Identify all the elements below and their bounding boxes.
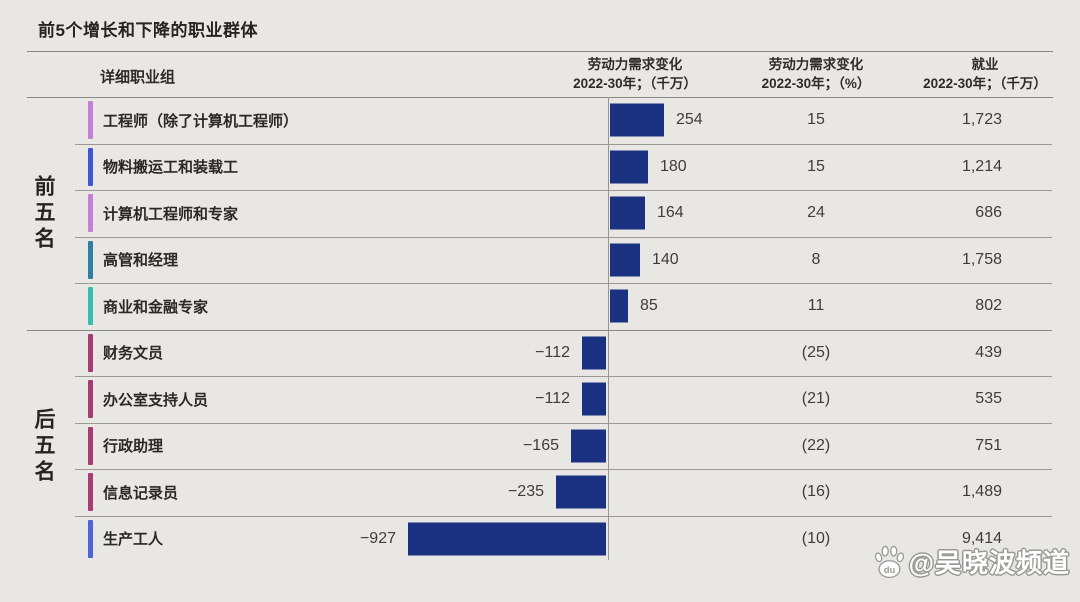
- percent-value: (25): [801, 343, 831, 361]
- employment-value: 535: [975, 390, 1002, 408]
- change-bar: [582, 336, 606, 370]
- change-bar: [610, 289, 628, 323]
- change-value: 180: [660, 157, 687, 175]
- table-row: 物料搬运工和装载工 180 15 1,214: [0, 144, 1080, 191]
- employment-value: 1,723: [961, 111, 1002, 129]
- row-divider: [75, 283, 1052, 284]
- change-value: −112: [535, 343, 570, 361]
- row-accent-bar: [88, 519, 93, 558]
- column-header-employment: 就业 2022-30年；（千万）: [923, 57, 1047, 91]
- zero-axis-line: [608, 97, 609, 560]
- employment-value: 686: [975, 204, 1002, 222]
- table-row: 计算机工程师和专家 164 24 686: [0, 190, 1080, 237]
- row-label: 计算机工程师和专家: [103, 205, 239, 223]
- percent-value: 15: [807, 111, 825, 129]
- chart-title: 前5个增长和下降的职业群体: [38, 21, 258, 40]
- column-header-occupation: 详细职业组: [100, 69, 176, 86]
- change-value: −112: [535, 390, 570, 408]
- change-bar: [556, 475, 606, 509]
- row-label: 生产工人: [103, 531, 164, 549]
- title-divider: [27, 51, 1053, 52]
- row-label: 商业和金融专家: [103, 298, 209, 316]
- row-accent-bar: [88, 380, 93, 419]
- percent-value: 15: [807, 157, 825, 175]
- row-accent-bar: [88, 333, 93, 372]
- group-label-top-five: 前五名: [32, 175, 55, 253]
- change-bar: [571, 429, 606, 463]
- employment-value: 1,489: [961, 483, 1002, 501]
- change-value: 85: [640, 297, 658, 315]
- row-accent-bar: [88, 101, 93, 140]
- row-divider: [75, 469, 1052, 470]
- change-value: −235: [507, 483, 544, 501]
- change-value: −927: [359, 529, 396, 547]
- percent-value: 8: [811, 250, 821, 268]
- group-label-bottom-five: 后五名: [32, 407, 55, 486]
- table-row: 行政助理 −165 (22) 751: [0, 423, 1080, 470]
- table-row: 工程师（除了计算机工程师） 254 15 1,723: [0, 97, 1080, 144]
- column-header-percent: 劳动力需求变化 2022-30年；（%）: [761, 57, 871, 91]
- baidu-paw-icon: du: [874, 545, 904, 578]
- percent-value: (10): [801, 529, 831, 547]
- employment-value: 1,214: [961, 157, 1002, 175]
- row-label: 高管和经理: [103, 252, 179, 270]
- row-label: 工程师（除了计算机工程师）: [103, 112, 299, 130]
- column-header-change: 劳动力需求变化 2022-30年；（千万）: [573, 57, 697, 91]
- percent-value: (16): [801, 483, 831, 501]
- change-bar: [610, 150, 648, 184]
- row-divider: [75, 190, 1052, 191]
- change-value: 164: [657, 204, 684, 222]
- paw-du-label: du: [883, 564, 895, 575]
- percent-value: (22): [801, 436, 831, 454]
- change-value: −165: [522, 436, 559, 454]
- row-label: 物料搬运工和装载工: [103, 159, 239, 177]
- row-accent-bar: [88, 426, 93, 465]
- change-bar: [610, 243, 640, 277]
- group-divider: [27, 329, 1052, 331]
- row-accent-bar: [88, 473, 93, 512]
- table-row: 生产工人 −927 (10) 9,414: [0, 516, 1080, 563]
- row-divider: [75, 376, 1052, 377]
- row-label: 信息记录员: [103, 484, 179, 502]
- row-divider: [75, 515, 1052, 517]
- header-divider: [27, 97, 1053, 98]
- change-bar: [582, 382, 606, 416]
- change-value: 140: [652, 250, 679, 268]
- row-divider: [75, 422, 1052, 424]
- watermark: du @吴晓波频道: [872, 543, 1070, 580]
- percent-value: 24: [807, 204, 825, 222]
- row-accent-bar: [88, 194, 93, 233]
- row-accent-bar: [88, 147, 93, 186]
- table-row: 高管和经理 140 8 1,758: [0, 237, 1080, 284]
- employment-value: 751: [975, 436, 1002, 454]
- percent-value: 11: [807, 297, 825, 315]
- table-row: 办公室支持人员 −112 (21) 535: [0, 376, 1080, 423]
- table-row: 信息记录员 −235 (16) 1,489: [0, 469, 1080, 516]
- row-label: 办公室支持人员: [103, 391, 209, 409]
- change-bar: [408, 522, 606, 556]
- row-accent-bar: [88, 287, 93, 326]
- row-label: 行政助理: [103, 438, 164, 456]
- table-row: 商业和金融专家 85 11 802: [0, 283, 1080, 330]
- change-bar: [610, 103, 664, 137]
- table-row: 财务文员 −112 (25) 439: [0, 330, 1080, 377]
- employment-value: 9,414: [961, 529, 1002, 547]
- row-divider: [75, 236, 1052, 238]
- percent-value: (21): [801, 390, 831, 408]
- row-divider: [75, 143, 1052, 145]
- row-accent-bar: [88, 240, 93, 279]
- row-label: 财务文员: [103, 345, 164, 363]
- change-value: 254: [676, 111, 703, 129]
- employment-value: 802: [975, 297, 1002, 315]
- change-bar: [610, 196, 645, 230]
- employment-value: 439: [975, 343, 1002, 361]
- watermark-handle: @吴晓波频道: [908, 548, 1070, 578]
- employment-value: 1,758: [961, 250, 1002, 268]
